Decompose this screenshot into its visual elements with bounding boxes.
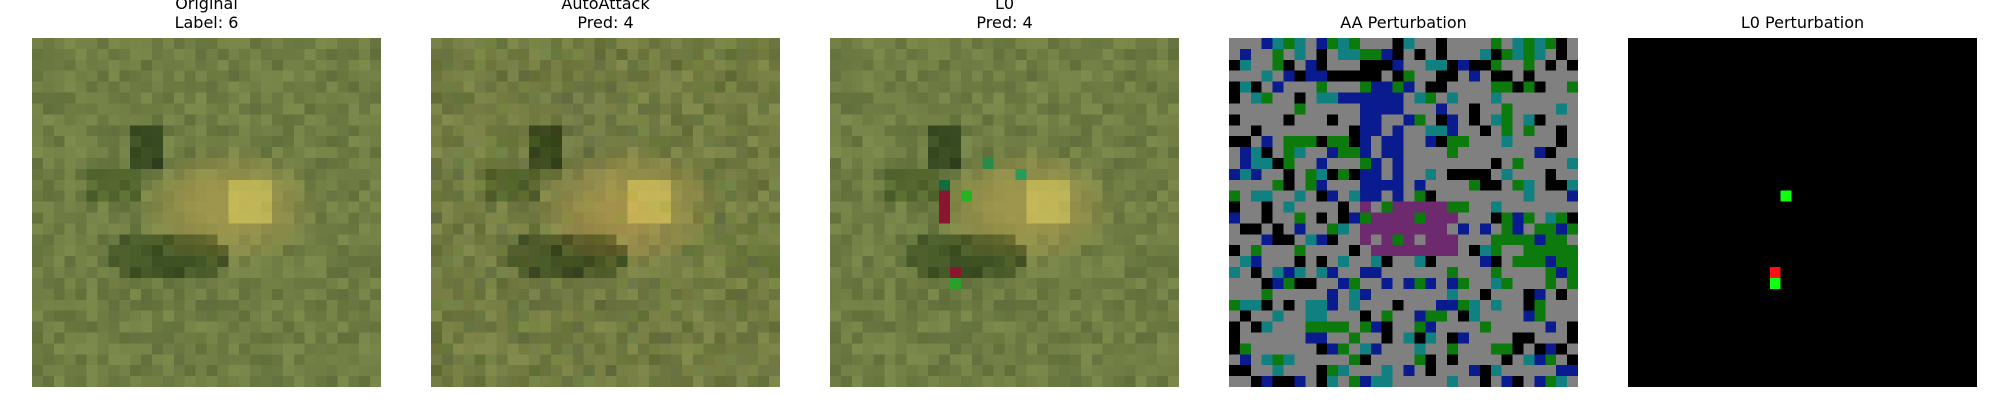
panel-title: AutoAttack [561, 0, 650, 13]
original-image [32, 38, 381, 387]
perturbed-pixel [1769, 267, 1781, 279]
panel-title: L0 Perturbation [1740, 13, 1865, 32]
l0-image [830, 38, 1179, 387]
panel-title: Original [175, 0, 238, 13]
panel-l0-perturbation: L0 Perturbation [1628, 0, 1977, 400]
perturbed-pixel [1780, 190, 1792, 202]
panel-autoattack: AutoAttack Pred: 4 [431, 0, 780, 400]
autoattack-image [431, 38, 780, 387]
panel-subtitle: Label: 6 [174, 13, 239, 32]
perturbed-pixel [1769, 277, 1781, 290]
panel-title: L0 [994, 0, 1015, 13]
l0-perturbation-image [1628, 38, 1977, 387]
panel-l0: L0 Pred: 4 [830, 0, 1179, 400]
aa-perturbation-image [1229, 38, 1578, 387]
panel-subtitle: Pred: 4 [976, 13, 1033, 32]
panel-title: AA Perturbation [1340, 13, 1467, 32]
panel-aa-perturbation: AA Perturbation [1229, 0, 1578, 400]
panel-original: Original Label: 6 [32, 0, 381, 400]
panel-subtitle: Pred: 4 [577, 13, 634, 32]
